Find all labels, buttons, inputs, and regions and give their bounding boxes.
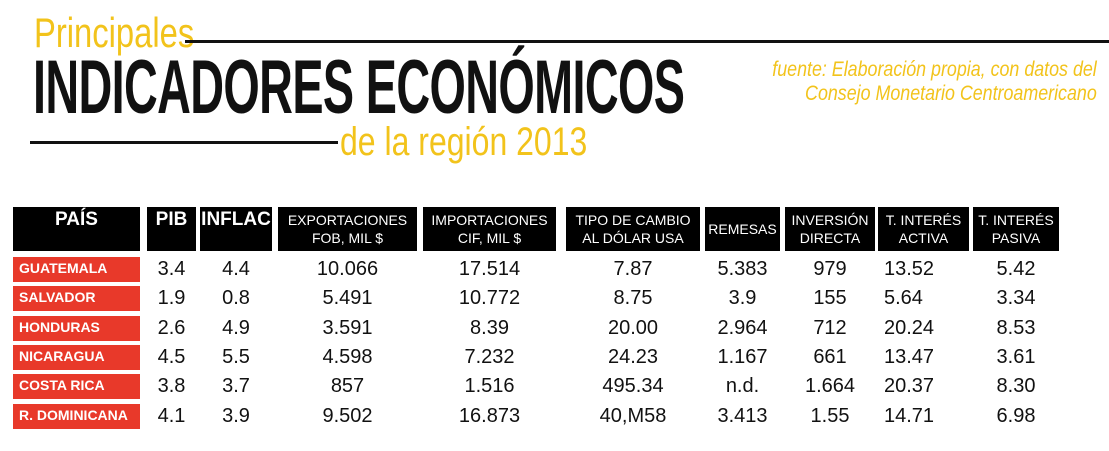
- cell-inflacion: 4.9: [222, 316, 250, 339]
- cell-inflacion: 3.9: [222, 404, 250, 427]
- cell-remesas: 2.964: [717, 316, 768, 339]
- column-header-tipo-cambio: TIPO DE CAMBIO AL DÓLAR USA: [566, 207, 700, 251]
- column-header-interes-activa: T. INTERÉS ACTIVA: [878, 207, 969, 251]
- cell-remesas: 5.383: [717, 258, 768, 280]
- cell-inversion-directa: 979: [813, 258, 847, 280]
- column-header-pib: PIB: [147, 207, 196, 251]
- country-label: COSTA RICA: [13, 374, 140, 400]
- column-header-inversion-directa: INVERSIÓN DIRECTA: [785, 207, 875, 251]
- cell-tipo-cambio: 8.75: [613, 287, 653, 310]
- cell-importaciones: 7.232: [464, 345, 515, 368]
- column-header-inflacion: INFLAC: [200, 207, 272, 251]
- cell-exportaciones: 4.598: [322, 345, 373, 368]
- column-header-pais: PAÍS: [13, 207, 140, 251]
- cell-pib: 4.5: [157, 345, 186, 368]
- cell-pib: 4.1: [157, 404, 186, 427]
- cell-interes-activa: 13.52: [884, 258, 935, 280]
- cell-interes-pasiva: 5.42: [996, 258, 1036, 280]
- country-label: R. DOMINICANA: [13, 403, 140, 429]
- cell-inflacion: 5.5: [222, 345, 250, 368]
- column-header-remesas: REMESAS: [705, 207, 780, 251]
- cell-exportaciones: 9.502: [322, 404, 373, 427]
- column-header-interes-pasiva: T. INTERÉS PASIVA: [973, 207, 1059, 251]
- cell-importaciones: 17.514: [458, 258, 521, 280]
- cell-importaciones: 1.516: [464, 375, 515, 398]
- country-label: SALVADOR: [13, 286, 140, 312]
- subtitle-principales: Principales: [34, 9, 195, 56]
- cell-inflacion: 0.8: [222, 287, 250, 310]
- cell-remesas: 1.167: [717, 345, 768, 368]
- country-label: GUATEMALA: [13, 257, 140, 282]
- cell-interes-activa: 20.37: [884, 375, 935, 398]
- cell-interes-activa: 13.47: [884, 345, 935, 368]
- country-label: HONDURAS: [13, 315, 140, 341]
- cell-interes-pasiva: 6.98: [996, 404, 1036, 427]
- cell-interes-pasiva: 8.30: [996, 375, 1036, 398]
- cell-pib: 3.8: [157, 375, 186, 398]
- cell-importaciones: 16.873: [458, 404, 521, 427]
- cell-tipo-cambio: 24.23: [607, 345, 659, 368]
- source-line-1: fuente: Elaboración propia, con datos de…: [772, 58, 1097, 81]
- cell-importaciones: 10.772: [458, 287, 521, 310]
- cell-exportaciones: 3.591: [322, 316, 373, 339]
- cell-interes-activa: 14.71: [884, 404, 935, 427]
- divider-line-bottom: [30, 141, 338, 144]
- cell-tipo-cambio: 40,M58: [599, 404, 667, 427]
- cell-remesas: 3.413: [717, 404, 768, 427]
- cell-pib: 3.4: [157, 258, 186, 280]
- cell-pib: 1.9: [157, 287, 186, 310]
- source-line-2: Consejo Monetario Centroamericano: [805, 82, 1097, 105]
- source-note: fuente: Elaboración propia, con datos de…: [772, 58, 1097, 106]
- cell-inversion-directa: 712: [813, 316, 847, 339]
- cell-tipo-cambio: 7.87: [613, 258, 653, 280]
- cell-exportaciones: 5.491: [322, 287, 373, 310]
- page-title: INDICADORES ECONÓMICOS: [33, 45, 685, 130]
- cell-inversion-directa: 661: [813, 345, 847, 368]
- cell-inversion-directa: 155: [813, 287, 847, 310]
- cell-remesas: 3.9: [728, 287, 757, 310]
- cell-interes-pasiva: 3.34: [996, 287, 1036, 310]
- column-header-exportaciones: EXPORTACIONES FOB, MIL $: [278, 207, 417, 251]
- cell-importaciones: 8.39: [470, 316, 509, 339]
- cell-pib: 2.6: [157, 316, 186, 339]
- divider-line-top: [185, 40, 1109, 43]
- cell-exportaciones: 857: [330, 375, 365, 398]
- cell-tipo-cambio: 495.34: [602, 375, 664, 398]
- subtitle-region-year: de la región 2013: [340, 120, 588, 164]
- country-label: NICARAGUA: [13, 344, 140, 370]
- cell-remesas: n.d.: [725, 375, 760, 398]
- cell-inversion-directa: 1.55: [810, 404, 850, 427]
- cell-inversion-directa: 1.664: [804, 375, 856, 398]
- cell-tipo-cambio: 20.00: [607, 316, 659, 339]
- cell-inflacion: 4.4: [222, 258, 250, 280]
- cell-exportaciones: 10.066: [316, 258, 379, 280]
- column-header-importaciones: IMPORTACIONES CIF, MIL $: [423, 207, 556, 251]
- cell-interes-activa: 20.24: [884, 316, 935, 339]
- cell-interes-activa: 5.64: [884, 287, 923, 310]
- cell-interes-pasiva: 8.53: [996, 316, 1036, 339]
- cell-interes-pasiva: 3.61: [996, 345, 1036, 368]
- cell-inflacion: 3.7: [222, 375, 250, 398]
